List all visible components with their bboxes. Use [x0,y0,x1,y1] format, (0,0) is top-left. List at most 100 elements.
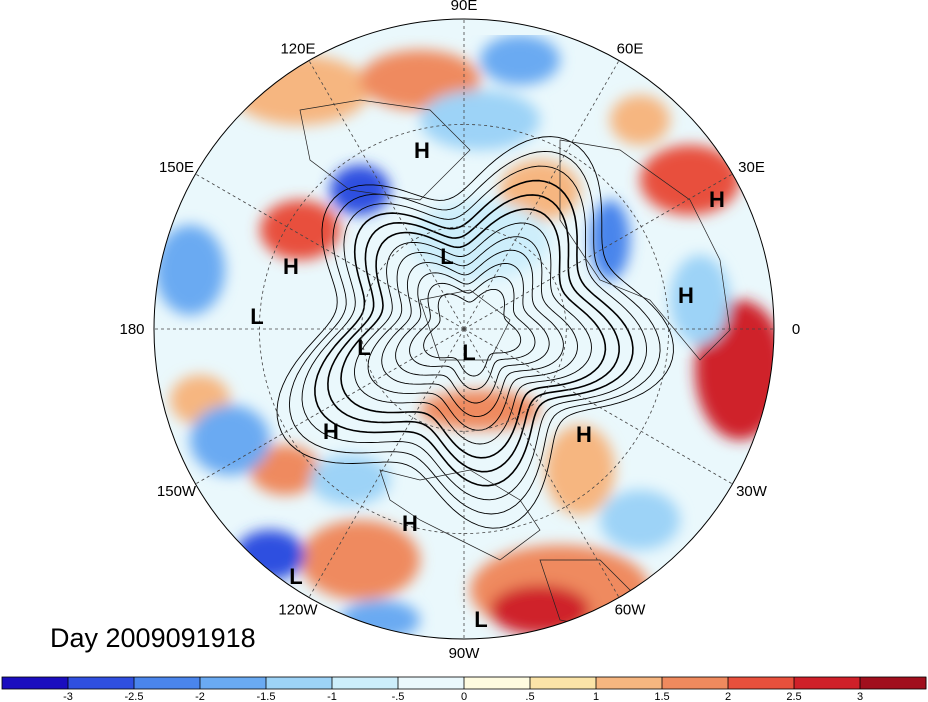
anomaly-patch [600,490,680,550]
longitude-label: 30E [738,159,765,176]
low-pressure-center: L [289,564,302,589]
colorbar-tick-label: -.5 [392,691,405,702]
height-contour [423,288,522,377]
colorbar-swatch [530,677,597,689]
longitude-line [195,173,465,330]
anomaly-patch [260,200,340,260]
height-contour [381,249,564,418]
height-contour [340,208,607,459]
colorbar-swatch [200,677,267,689]
longitude-label: 60E [617,40,644,57]
longitude-line [308,328,465,598]
longitude-label: 150W [157,483,197,500]
map-disk [154,19,774,639]
colorbar-tick-label: -3 [63,691,73,702]
anomaly-patch [590,200,630,280]
height-contours [276,136,674,529]
height-contour [301,165,648,501]
anomaly-patch [420,390,540,430]
colorbar-tick-label: 2.5 [786,691,801,702]
high-pressure-center: H [402,511,418,536]
coastline [299,99,471,201]
colorbar-swatch [68,677,135,689]
colorbar-tick-label: .5 [525,691,534,702]
longitude-label: 150E [159,159,194,176]
longitude-labels: 90E 60E 30E 0 30W 60W 90W 120W 150W 180 150E 120E [119,0,800,662]
map-boundary [153,18,775,640]
low-pressure-center: L [250,304,263,329]
colorbar-swatch [860,677,927,689]
height-contour [276,136,674,529]
anomaly-patch [250,445,320,495]
high-pressure-center: H [709,187,725,212]
anomaly-patch [330,165,390,215]
longitude-label: 90E [451,0,478,14]
low-pressure-center: L [474,607,487,632]
colorbar-swatch [2,677,69,689]
anomaly-patch [190,405,270,475]
anomaly-patch [300,520,420,600]
anomaly-field [155,35,774,639]
height-contour [288,150,661,515]
high-pressure-center: H [678,283,694,308]
colorbar-tick-label: -1.5 [257,691,276,702]
colorbar-swatch [464,677,531,689]
high-pressure-center: H [576,422,592,447]
coastline [559,139,731,361]
colorbar-tick-label: -1 [327,691,337,702]
colorbar-tick-label: -2.5 [125,691,144,702]
high-pressure-center: H [283,254,299,279]
colorbar-swatch [134,677,201,689]
colorbar-swatch [332,677,399,689]
longitude-label: 90W [449,645,481,662]
longitude-label: 120W [278,602,318,619]
colorbar-tick-label: 2 [725,691,731,702]
low-pressure-center: L [462,340,475,365]
colorbar-swatch [794,677,861,689]
longitude-label: 60W [615,602,647,619]
high-pressure-center: H [323,419,339,444]
anomaly-patch [410,200,550,280]
anomaly-patch [640,145,740,215]
longitude-line [463,60,620,330]
high-pressure-center: H [414,138,430,163]
longitude-line [195,328,465,485]
colorbar-tick-label: 3 [857,691,863,702]
anomaly-patch [490,585,590,635]
colorbar-swatch [728,677,795,689]
anomaly-patch [420,90,540,150]
height-contour [314,179,634,487]
date-label: Day 2009091918 [50,623,256,653]
height-contour [409,276,536,390]
longitude-line [463,328,620,598]
anomaly-patch [155,225,225,315]
longitude-line [463,328,733,485]
longitude-line [463,173,733,330]
longitude-label: 180 [119,321,144,338]
anomaly-patch [610,95,670,145]
coastline [379,469,541,561]
colorbar-tick-label: 0 [461,691,467,702]
anomaly-patch [670,255,730,345]
coastline [419,289,511,361]
low-pressure-center: L [357,335,370,360]
height-contour [367,236,578,431]
longitude-label: 120E [280,40,315,57]
height-contour [395,263,550,404]
low-pressure-center: L [440,244,453,269]
anomaly-patch [545,425,615,515]
colorbar-tick-label: 1.5 [654,691,669,702]
colorbar-swatch [266,677,333,689]
colorbar-tick-label: -2 [195,691,205,702]
longitude-line [308,60,465,330]
colorbar-tick-label: 1 [593,691,599,702]
colorbar: -3 -2.5 -2 -1.5 -1 -.5 0 .5 1 1.5 2 2.5 3 [1,676,927,702]
longitude-label: 0 [792,321,800,338]
colorbar-swatch [398,677,465,689]
lat-lon-grid [154,19,774,639]
colorbar-swatch [662,677,729,689]
height-contour [327,194,620,473]
colorbar-swatch [596,677,663,689]
